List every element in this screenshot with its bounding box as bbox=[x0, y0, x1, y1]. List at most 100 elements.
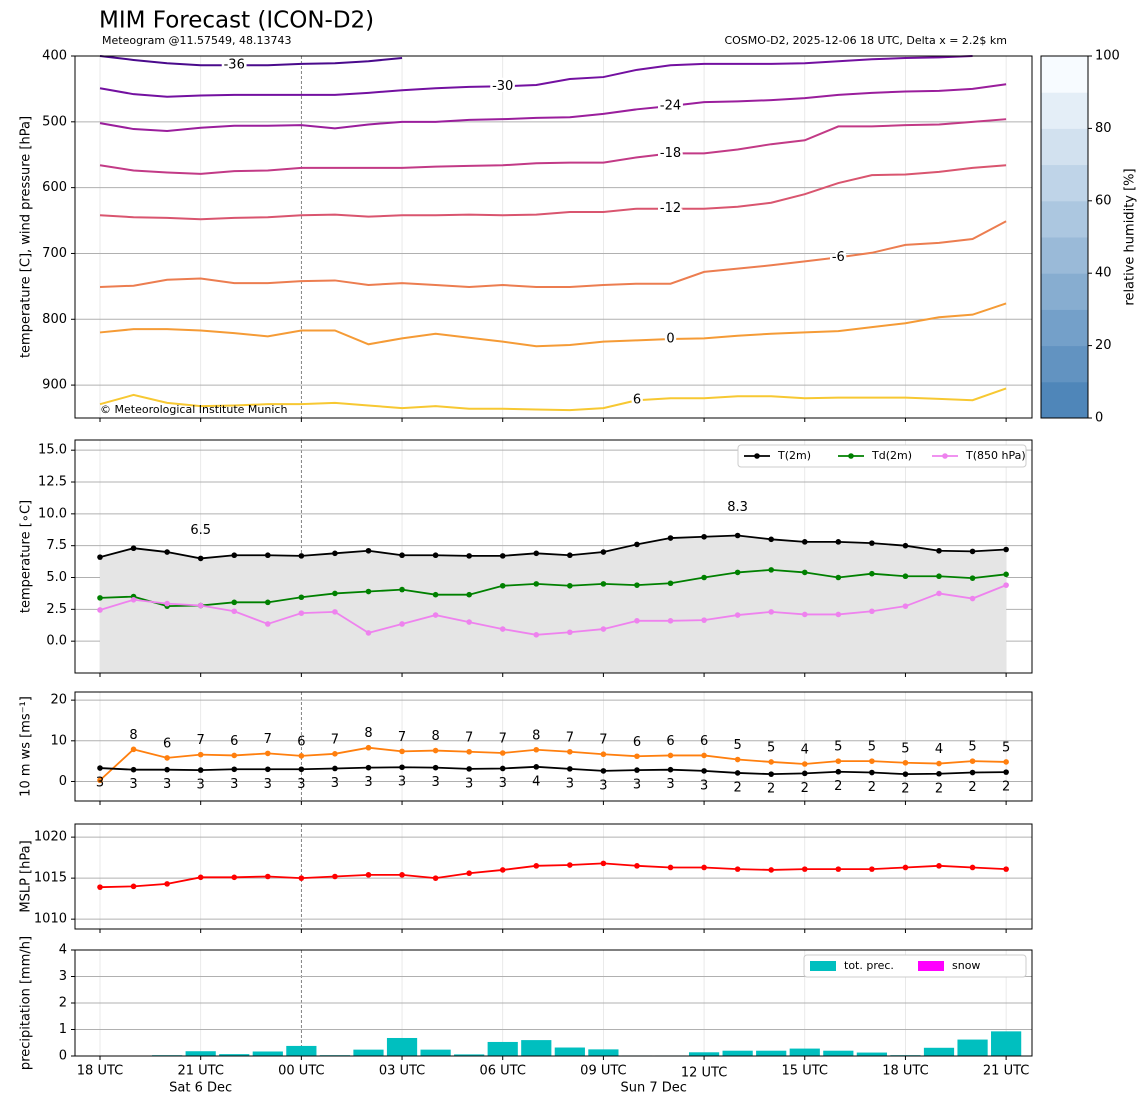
data-point bbox=[1003, 582, 1009, 588]
data-point bbox=[265, 599, 271, 606]
y-tick-label: 900 bbox=[42, 378, 67, 393]
value-label: 5 bbox=[1002, 740, 1010, 755]
contour-label: -18 bbox=[660, 146, 681, 161]
legend-label: Td(2m) bbox=[871, 449, 912, 462]
data-point bbox=[667, 752, 674, 759]
data-point bbox=[801, 761, 808, 767]
data-point bbox=[399, 552, 405, 559]
data-point bbox=[600, 751, 607, 758]
data-point bbox=[936, 590, 942, 597]
bar bbox=[756, 1050, 787, 1056]
value-label: 6 bbox=[230, 734, 238, 749]
value-label: 2 bbox=[801, 781, 809, 796]
colorbar-label: relative humidity [%] bbox=[1123, 168, 1138, 305]
value-label: 8 bbox=[532, 728, 540, 743]
x-tick-label: 21 UTC bbox=[177, 1064, 223, 1079]
plot-frame bbox=[74, 691, 1033, 802]
data-point bbox=[734, 866, 741, 872]
colorbar-band bbox=[1041, 92, 1088, 129]
legend-label: tot. prec. bbox=[844, 959, 894, 972]
colorbar-band bbox=[1041, 345, 1088, 383]
legend-label: T(850 hPa) bbox=[965, 449, 1026, 462]
data-point bbox=[332, 590, 338, 597]
data-point bbox=[399, 621, 405, 627]
data-point bbox=[768, 536, 774, 543]
data-point bbox=[298, 875, 305, 881]
data-point bbox=[567, 748, 573, 755]
data-point bbox=[164, 600, 170, 607]
y-axis-label: 10 m ws [ms⁻¹] bbox=[19, 696, 34, 797]
date-label: Sat 6 Dec bbox=[169, 1081, 232, 1096]
data-point bbox=[130, 545, 137, 552]
colorbar-tick-label: 60 bbox=[1095, 193, 1112, 208]
y-axis-label: MSLP [hPa] bbox=[19, 840, 34, 912]
data-point bbox=[835, 758, 842, 764]
bar bbox=[185, 1051, 216, 1056]
data-point bbox=[231, 752, 238, 759]
x-tick-label: 21 UTC bbox=[983, 1064, 1029, 1079]
data-point bbox=[533, 863, 540, 869]
contour-label: -6 bbox=[832, 250, 845, 265]
data-point bbox=[298, 610, 305, 616]
data-point bbox=[768, 759, 774, 765]
series-line bbox=[99, 302, 1007, 348]
series-line bbox=[99, 746, 1007, 781]
series-line bbox=[99, 164, 1007, 221]
data-point bbox=[869, 866, 875, 872]
bar bbox=[588, 1049, 619, 1056]
value-label: 4 bbox=[532, 774, 540, 789]
colorbar-band bbox=[1041, 381, 1088, 419]
data-point bbox=[432, 764, 439, 771]
x-tick-label: 18 UTC bbox=[882, 1064, 928, 1079]
colorbar-band bbox=[1041, 273, 1088, 310]
data-point bbox=[969, 548, 976, 555]
y-tick-label: 1020 bbox=[34, 830, 67, 845]
data-point bbox=[634, 863, 640, 869]
x-tick-label: 18 UTC bbox=[77, 1064, 123, 1079]
data-point bbox=[801, 611, 808, 618]
chart-title: MIM Forecast (ICON-D2) bbox=[99, 8, 374, 34]
contour-label: -12 bbox=[660, 201, 681, 216]
value-label: 3 bbox=[264, 777, 272, 792]
bar bbox=[957, 1039, 988, 1056]
data-point bbox=[499, 626, 506, 632]
data-point bbox=[130, 596, 137, 603]
value-label: 3 bbox=[398, 775, 406, 790]
data-point bbox=[164, 881, 170, 887]
data-point bbox=[365, 630, 372, 636]
y-tick-label: 1 bbox=[59, 1022, 67, 1037]
data-point bbox=[533, 746, 540, 753]
series-line bbox=[99, 387, 1007, 412]
data-point bbox=[466, 870, 472, 877]
data-point bbox=[835, 539, 842, 545]
bar bbox=[487, 1041, 518, 1056]
value-label: 6 bbox=[297, 734, 305, 749]
value-label: 2 bbox=[733, 780, 741, 795]
data-point bbox=[97, 595, 103, 601]
data-point bbox=[902, 542, 909, 549]
contour-label: -24 bbox=[660, 99, 681, 114]
data-point bbox=[567, 862, 573, 868]
value-label: 7 bbox=[465, 730, 473, 745]
data-point bbox=[634, 541, 640, 548]
data-point bbox=[265, 873, 271, 880]
value-label: 5 bbox=[834, 740, 842, 755]
bar bbox=[386, 1037, 418, 1056]
series-line bbox=[99, 568, 1007, 608]
data-point bbox=[197, 602, 204, 609]
run-info: COSMO-D2, 2025-12-06 18 UTC, Delta x = 2… bbox=[724, 34, 1007, 47]
data-point bbox=[902, 759, 909, 766]
value-label: 4 bbox=[801, 742, 809, 757]
y-tick-label: 2.5 bbox=[46, 602, 67, 617]
plot-frame bbox=[74, 55, 1033, 419]
data-point bbox=[835, 866, 842, 872]
data-point bbox=[701, 574, 707, 581]
data-point bbox=[667, 535, 674, 541]
value-label: 5 bbox=[868, 740, 876, 755]
y-axis-label: temperature [C], wind pressure [hPa] bbox=[19, 116, 34, 358]
value-label: 2 bbox=[767, 782, 775, 797]
data-point bbox=[768, 771, 774, 777]
colorbar-band bbox=[1041, 237, 1088, 274]
bar bbox=[856, 1052, 887, 1056]
data-point bbox=[197, 751, 204, 758]
